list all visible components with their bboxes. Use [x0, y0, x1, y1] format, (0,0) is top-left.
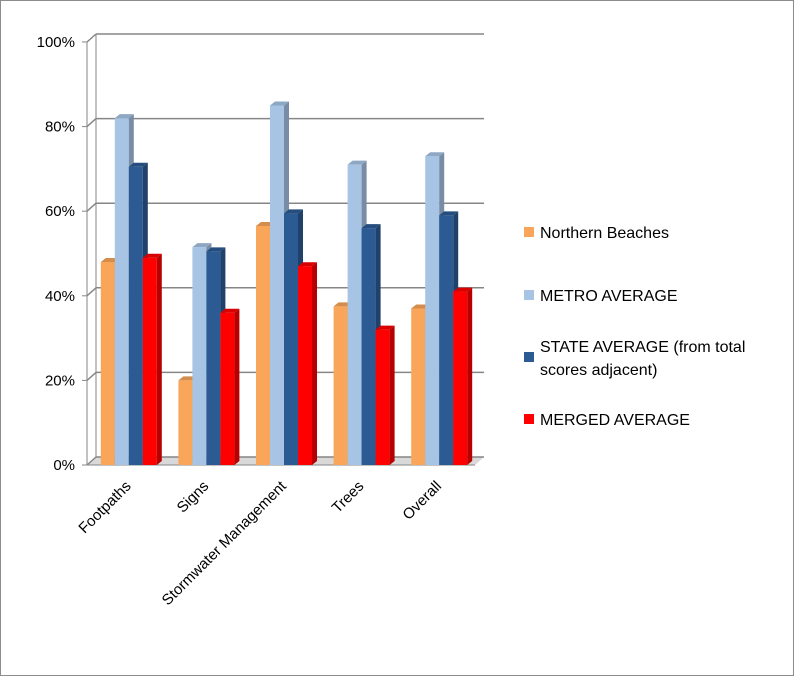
bar-top [192, 243, 212, 248]
bar-top [375, 325, 395, 330]
legend-label: STATE AVERAGE (from total [540, 339, 745, 356]
legend-item: MERGED AVERAGE [524, 412, 690, 429]
bar-front [206, 251, 221, 465]
legend-swatch [524, 290, 534, 300]
bar-front [333, 306, 348, 465]
bar [142, 253, 162, 465]
y-tick-label: 0% [53, 457, 75, 474]
legend-item: STATE AVERAGE (from total scores adjacent… [524, 339, 745, 379]
y-tick-label: 80% [45, 119, 75, 136]
bar-top [298, 262, 317, 267]
bar-front [128, 166, 143, 465]
legend-item: Northern Beaches [524, 225, 669, 242]
bar [375, 325, 395, 465]
bar-side [312, 262, 317, 465]
bar-front [270, 105, 284, 465]
bar-front [347, 164, 362, 466]
bar-front [284, 213, 298, 465]
y-tick-label: 60% [45, 203, 75, 220]
bar-front [220, 312, 235, 465]
bar [220, 308, 240, 465]
legend-swatch [524, 227, 534, 237]
bar-front [178, 380, 193, 465]
legend: Northern Beaches METRO AVERAGE STATE AVERA… [524, 225, 745, 429]
gridline-depth [86, 456, 97, 466]
bar-front [142, 257, 157, 465]
legend-label: scores adjacent) [540, 362, 657, 379]
bar-side [389, 325, 395, 465]
bar-front [425, 156, 440, 465]
bar-top [347, 160, 367, 165]
bar-top [439, 211, 459, 216]
bar-side [156, 253, 162, 465]
bar-top [114, 114, 134, 119]
x-tick-label: Signs [174, 478, 213, 517]
bar-top [453, 287, 473, 292]
bar-top [220, 308, 240, 313]
legend-item: METRO AVERAGE [524, 288, 678, 305]
gridline-depth [86, 33, 97, 43]
gridline-depth [86, 202, 97, 212]
legend-swatch [524, 414, 534, 424]
bar-top [425, 152, 445, 157]
bar-side [467, 287, 473, 465]
bar-front [439, 215, 454, 465]
gridline-depth [86, 118, 97, 128]
bar-top [270, 101, 289, 106]
bar-front [256, 226, 270, 465]
x-tick-label: Overall [399, 478, 445, 524]
bar-side [234, 308, 240, 465]
gridline-depth [86, 287, 97, 297]
bar-front [114, 118, 129, 465]
legend-swatch [524, 352, 534, 362]
bar-top [128, 162, 148, 167]
bar-front [298, 266, 312, 465]
legend-label: METRO AVERAGE [540, 288, 678, 305]
bar [453, 287, 473, 465]
y-tick-label: 100% [37, 34, 75, 51]
y-tick-label: 40% [45, 288, 75, 305]
bars [100, 101, 473, 466]
bar-front [192, 247, 207, 465]
bar-front [453, 291, 468, 465]
bar-front [100, 261, 115, 465]
bar-top [361, 224, 381, 229]
legend-label: Northern Beaches [540, 225, 669, 242]
y-axis-ticks: 0% 20% 40% 60% 80% 100% [37, 34, 75, 474]
bar [298, 262, 317, 465]
bar-top [206, 247, 226, 252]
bar-front [375, 329, 390, 465]
bar-front [411, 308, 426, 465]
x-tick-label: Trees [329, 478, 368, 517]
legend-label: MERGED AVERAGE [540, 412, 690, 429]
bar-top [142, 253, 162, 258]
x-tick-label: Stormwater Management [159, 477, 291, 609]
bar-top [284, 209, 303, 214]
x-tick-label: Footpaths [75, 478, 134, 537]
bar-front [361, 228, 376, 465]
gridline-depth [86, 371, 97, 381]
y-tick-label: 20% [45, 372, 75, 389]
